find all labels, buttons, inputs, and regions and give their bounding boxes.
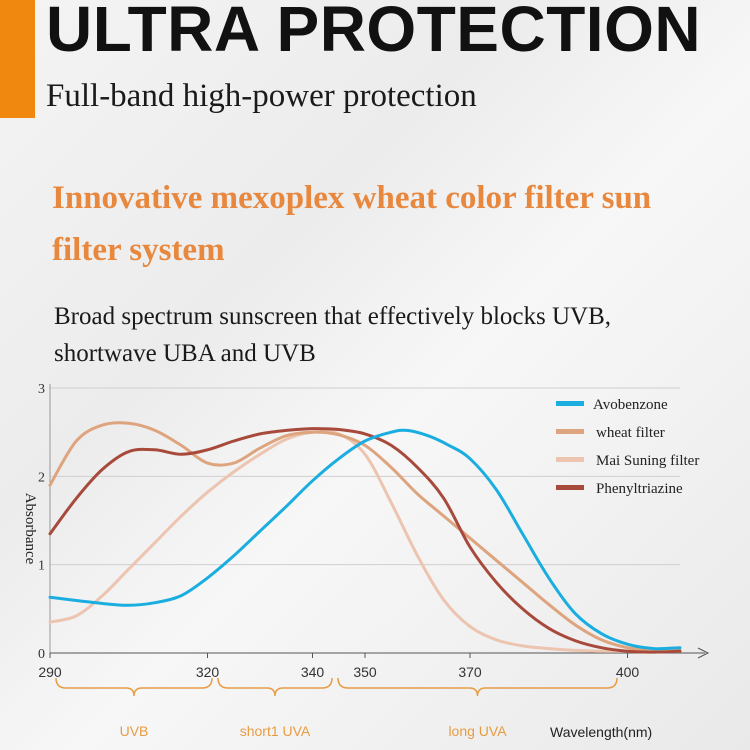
- band-label: UVB: [120, 723, 149, 739]
- legend-label: Mai Suning filter: [596, 453, 699, 469]
- x-tick-label: 400: [616, 664, 640, 680]
- band-bracket: [337, 677, 618, 697]
- x-tick-label: 320: [196, 664, 220, 680]
- y-tick-label: 1: [38, 559, 45, 574]
- y-tick-label: 3: [38, 382, 45, 397]
- series-line-phenyltriazine: [48, 427, 682, 654]
- chart-legend: Avobenzone wheat filter Mai Suning filter P…: [556, 397, 699, 497]
- band-bracket: [217, 677, 333, 697]
- x-tick-label: 290: [38, 664, 62, 680]
- wavelength-bands: UVB short1 UVA long UVA: [55, 677, 618, 739]
- legend-label: wheat filter: [596, 425, 665, 441]
- band-label: short1 UVA: [240, 723, 311, 739]
- band-bracket: [55, 677, 213, 697]
- absorbance-chart: 0 1 2 3 290 320 340 350 370 400 Absorbance Waveleng…: [22, 382, 710, 740]
- chart-grid: [50, 387, 680, 566]
- legend-swatch: [556, 457, 584, 462]
- chart-series: [48, 421, 682, 654]
- series-line-mai-suning-filter: [48, 429, 682, 653]
- y-tick-label: 2: [38, 470, 45, 485]
- legend-swatch: [556, 429, 584, 434]
- x-axis-label: Wavelength(nm): [550, 724, 652, 740]
- feature-description: Broad spectrum sunscreen that effectivel…: [54, 303, 612, 367]
- legend-swatch: [556, 485, 584, 490]
- series-line-wheat-filter: [48, 421, 682, 653]
- y-tick-label: 0: [38, 647, 45, 662]
- x-tick-label: 370: [458, 664, 482, 680]
- x-tick-label: 350: [353, 664, 377, 680]
- accent-bar: [0, 0, 35, 118]
- legend-label: Avobenzone: [593, 397, 668, 413]
- feature-title: Innovative mexoplex wheat color filter s…: [52, 180, 652, 268]
- headline: ULTRA PROTECTION: [46, 0, 702, 65]
- x-axis-arrow: [697, 647, 710, 659]
- chart-axes: 0 1 2 3 290 320 340 350 370 400 Absorbance Waveleng…: [22, 382, 710, 740]
- x-tick-label: 340: [301, 664, 325, 680]
- series-line-avobenzone: [48, 428, 682, 651]
- y-axis-label: Absorbance: [22, 493, 38, 565]
- legend-swatch: [556, 401, 584, 406]
- legend-label: Phenyltriazine: [596, 481, 683, 497]
- subheadline: Full-band high-power protection: [46, 78, 477, 114]
- band-label: long UVA: [448, 723, 507, 739]
